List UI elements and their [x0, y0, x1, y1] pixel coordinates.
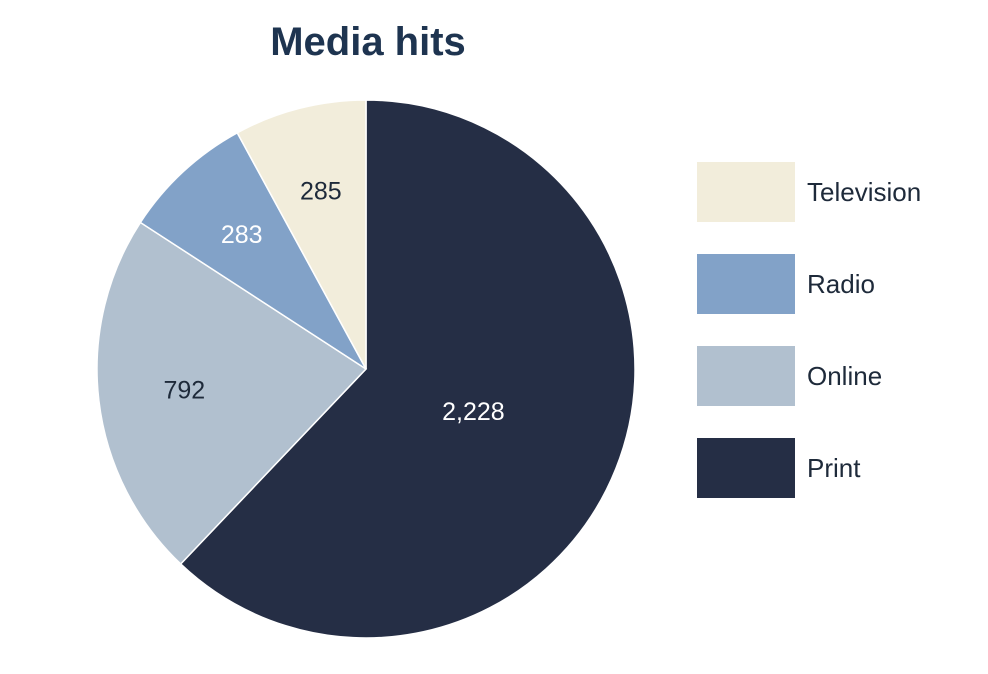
pie-slice-print — [179, 99, 636, 639]
chart-title: Media hits — [270, 20, 466, 64]
legend-swatch-radio — [697, 254, 795, 314]
pie-slice-television — [236, 99, 367, 370]
pie-chart: 2,228 792 283 285 — [96, 99, 636, 639]
legend-swatch-print — [697, 438, 795, 498]
legend-label-print: Print — [807, 453, 861, 483]
slice-label-radio: 283 — [221, 221, 263, 249]
slice-label-print: 2,228 — [442, 398, 505, 426]
legend-swatch-online — [697, 346, 795, 406]
pie-slice-radio — [139, 131, 367, 370]
slice-label-online: 792 — [163, 376, 205, 404]
pie-labels: 2,228 792 283 285 — [163, 178, 504, 426]
legend-label-radio: Radio — [807, 269, 875, 299]
legend-label-online: Online — [807, 361, 883, 391]
slice-label-television: 285 — [300, 178, 342, 206]
pie-slices — [96, 99, 636, 639]
pie-slice-online — [96, 221, 368, 566]
legend-swatch-television — [697, 162, 795, 222]
legend-label-television: Television — [807, 177, 922, 207]
